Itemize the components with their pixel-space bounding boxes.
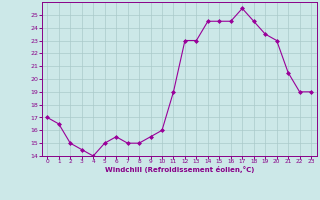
X-axis label: Windchill (Refroidissement éolien,°C): Windchill (Refroidissement éolien,°C) xyxy=(105,166,254,173)
